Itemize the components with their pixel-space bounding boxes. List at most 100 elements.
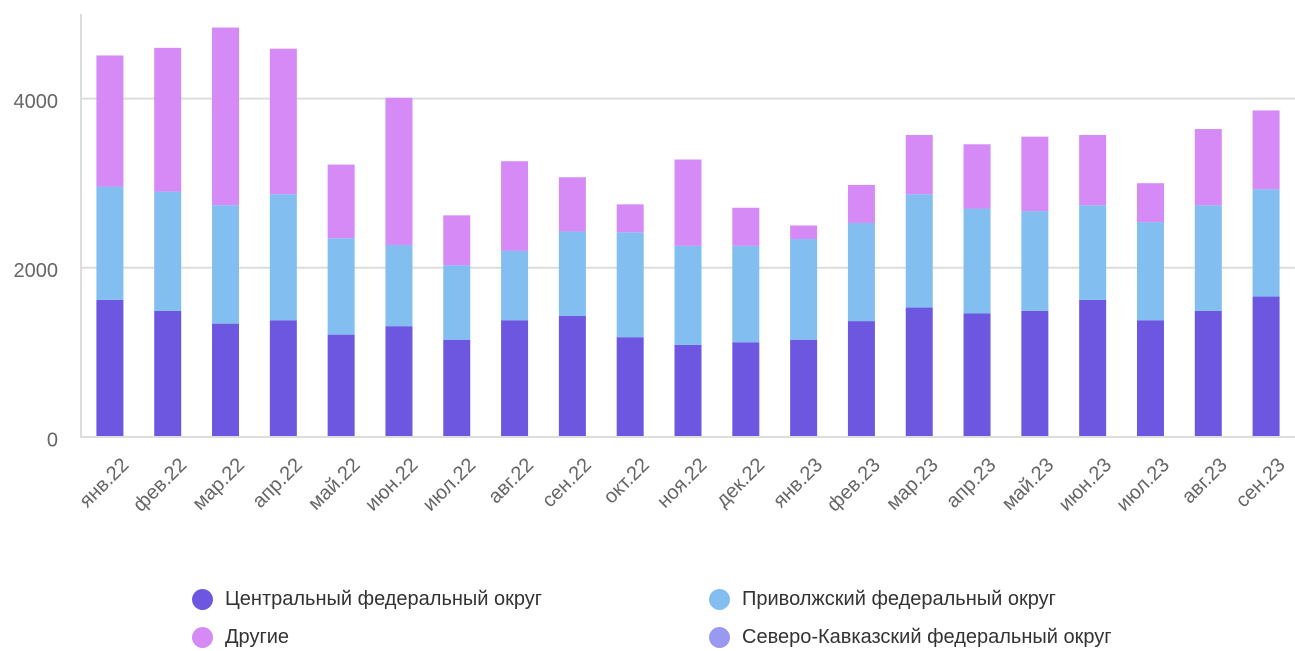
x-tick-label: сен.23 <box>1232 454 1290 512</box>
bar-segment[interactable] <box>1136 183 1164 223</box>
bar-segment[interactable] <box>443 339 471 437</box>
bar-segment[interactable] <box>96 55 124 187</box>
bar-segment[interactable] <box>212 27 240 206</box>
bar-segment[interactable] <box>1194 310 1222 437</box>
bar-segment[interactable] <box>847 184 875 223</box>
bar-segment[interactable] <box>154 191 182 311</box>
bar-segment[interactable] <box>1136 320 1164 437</box>
bar-segment[interactable] <box>327 334 355 437</box>
x-tick-label: апр.23 <box>942 454 1001 513</box>
x-tick-label: апр.22 <box>248 454 307 513</box>
legend-item-north-caucasus[interactable]: Северо-Кавказский федеральный округ <box>709 623 1112 651</box>
bar-segment[interactable] <box>1194 129 1222 206</box>
bar-segment[interactable] <box>674 159 702 246</box>
bar-segment[interactable] <box>154 47 182 192</box>
y-tick-label: 2000 <box>14 260 59 282</box>
bars <box>96 27 1280 437</box>
bar-segment[interactable] <box>963 313 991 437</box>
bar-segment[interactable] <box>790 339 818 437</box>
bar-segment[interactable] <box>1021 310 1049 437</box>
bar-segment[interactable] <box>847 321 875 437</box>
x-tick-label: дек.22 <box>712 454 770 512</box>
legend-item-central[interactable]: Центральный федеральный округ <box>192 585 542 613</box>
bar-segment[interactable] <box>963 208 991 314</box>
x-tick-label: июл.23 <box>1112 454 1174 516</box>
bar-segment[interactable] <box>501 320 529 437</box>
y-tick-label: 0 <box>47 429 58 451</box>
legend-label: Северо-Кавказский федеральный округ <box>742 625 1112 648</box>
bar-segment[interactable] <box>327 238 355 335</box>
bar-segment[interactable] <box>96 299 124 437</box>
bar-segment[interactable] <box>1252 189 1280 297</box>
bar-segment[interactable] <box>616 204 644 233</box>
legend-swatch-icon <box>192 626 213 648</box>
bar-segment[interactable] <box>385 97 413 245</box>
bar-segment[interactable] <box>790 239 818 340</box>
bar-segment[interactable] <box>1079 134 1107 206</box>
bar-segment[interactable] <box>1136 222 1164 321</box>
bar-segment[interactable] <box>847 222 875 322</box>
bar-segment[interactable] <box>616 232 644 338</box>
legend-swatch-icon <box>709 588 730 610</box>
bar-segment[interactable] <box>905 194 933 308</box>
bar-segment[interactable] <box>732 342 760 437</box>
legend-label: Центральный федеральный округ <box>225 587 543 610</box>
axes <box>80 14 1295 438</box>
legend-label: Другие <box>225 625 290 648</box>
bar-segment[interactable] <box>558 177 586 232</box>
bar-segment[interactable] <box>1021 211 1049 311</box>
bar-segment[interactable] <box>385 244 413 327</box>
bar-segment[interactable] <box>443 265 471 340</box>
bar-segment[interactable] <box>269 320 297 437</box>
bar-segment[interactable] <box>269 194 297 321</box>
bar-segment[interactable] <box>154 310 182 437</box>
y-tick-label: 4000 <box>14 91 59 113</box>
bar-segment[interactable] <box>732 245 760 343</box>
y-tick-labels: 0 2000 4000 <box>14 91 59 451</box>
x-tick-label: янв.23 <box>769 454 827 512</box>
bar-segment[interactable] <box>905 307 933 437</box>
bar-segment[interactable] <box>558 231 586 317</box>
legend-item-other[interactable]: Другие <box>192 623 289 651</box>
x-tick-label: янв.22 <box>75 454 133 512</box>
bar-segment[interactable] <box>501 161 529 251</box>
bar-segment[interactable] <box>443 215 471 266</box>
x-tick-label: авг.23 <box>1178 454 1232 508</box>
bar-segment[interactable] <box>1194 205 1222 311</box>
x-tick-label: окт.22 <box>599 454 653 508</box>
legend-item-volga[interactable]: Приволжский федеральный округ <box>709 585 1056 613</box>
bar-segment[interactable] <box>385 326 413 437</box>
bar-segment[interactable] <box>963 144 991 209</box>
bar-segment[interactable] <box>212 205 240 324</box>
x-tick-label: авг.22 <box>484 454 538 508</box>
x-tick-label: сен.22 <box>538 454 596 512</box>
bar-segment[interactable] <box>1021 136 1049 212</box>
bar-segment[interactable] <box>674 344 702 437</box>
x-tick-label: июн.23 <box>1055 454 1117 516</box>
bar-segment[interactable] <box>327 164 355 239</box>
bar-segment[interactable] <box>1252 296 1280 437</box>
legend: Центральный федеральный округ Приволжски… <box>0 578 1295 650</box>
x-tick-label: фев.22 <box>129 454 191 516</box>
x-tick-label: мар.22 <box>188 454 249 515</box>
bar-segment[interactable] <box>212 323 240 437</box>
bar-segment[interactable] <box>269 48 297 195</box>
bar-segment[interactable] <box>558 316 586 437</box>
bar-segment[interactable] <box>501 250 529 321</box>
bar-segment[interactable] <box>790 225 818 240</box>
bar-segment[interactable] <box>674 245 702 345</box>
x-tick-label: май.22 <box>304 454 365 515</box>
x-tick-label: май.23 <box>998 454 1059 515</box>
bar-segment[interactable] <box>732 207 760 246</box>
bar-segment[interactable] <box>96 186 124 300</box>
bar-segment[interactable] <box>1079 299 1107 437</box>
bar-segment[interactable] <box>616 337 644 437</box>
bar-segment[interactable] <box>1079 205 1107 300</box>
x-tick-label: июн.22 <box>361 454 423 516</box>
legend-label: Приволжский федеральный округ <box>742 587 1056 610</box>
bar-segment[interactable] <box>905 134 933 195</box>
bar-segment[interactable] <box>1252 110 1280 190</box>
legend-swatch-icon <box>709 626 730 648</box>
